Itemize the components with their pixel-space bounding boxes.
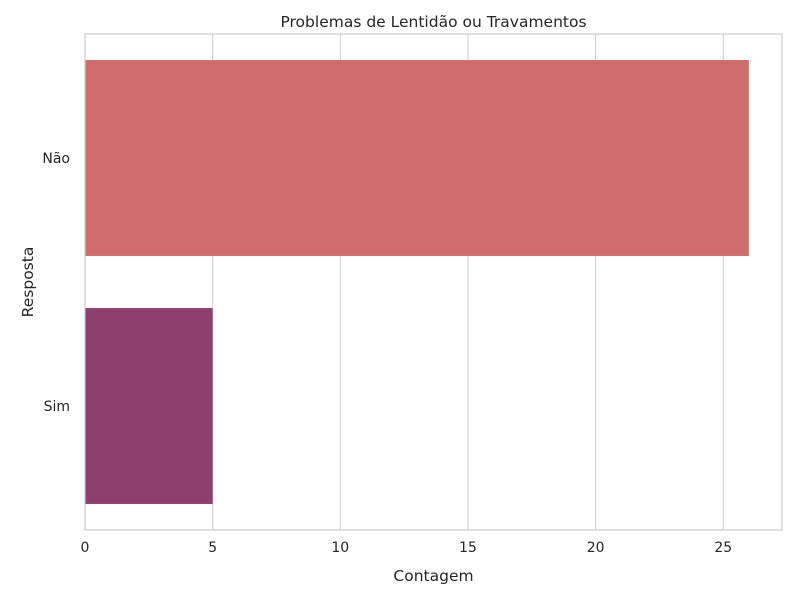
x-tick-label: 0	[81, 540, 90, 556]
x-axis-label: Contagem	[393, 567, 473, 585]
bar-nao	[85, 60, 749, 256]
plot-frame	[84, 33, 783, 531]
chart-title: Problemas de Lentidão ou Travamentos	[280, 13, 586, 31]
bars	[85, 60, 749, 504]
x-tick-label: 15	[459, 540, 477, 556]
x-tick-label: 10	[331, 540, 349, 556]
y-axis-label: Resposta	[19, 247, 37, 318]
x-tick-label: 20	[587, 540, 605, 556]
x-tick-label: 25	[714, 540, 732, 556]
y-category-labels: Não Sim	[42, 151, 70, 415]
x-tick-labels: 0 5 10 15 20 25	[81, 540, 733, 556]
x-tick-label: 5	[208, 540, 217, 556]
bar-sim	[85, 308, 213, 504]
y-category-label: Sim	[44, 399, 70, 415]
y-category-label: Não	[42, 151, 70, 167]
